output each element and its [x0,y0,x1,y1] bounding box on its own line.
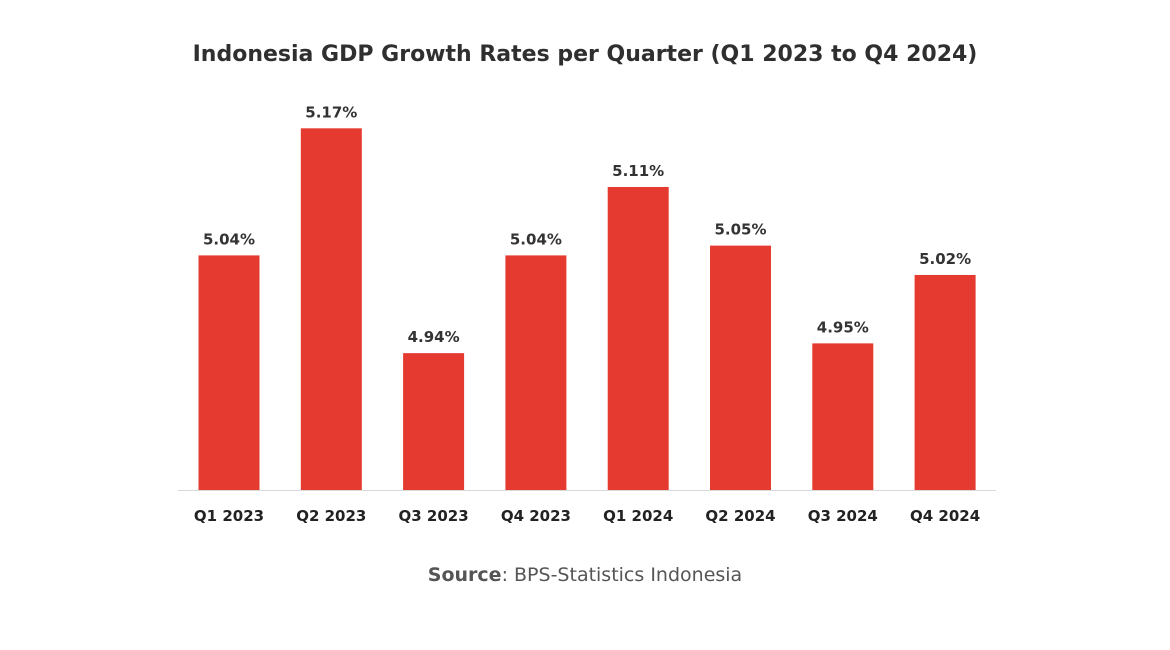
chart-title: Indonesia GDP Growth Rates per Quarter (… [192,42,978,67]
data-label: 4.94% [408,328,460,346]
data-label: 5.04% [203,230,255,248]
x-tick-label: Q2 2023 [296,507,366,525]
source-text: : BPS-Statistics Indonesia [501,564,743,586]
x-tick-label: Q1 2024 [603,507,673,525]
x-tick-label: Q3 2023 [399,507,469,525]
source-label: Source [427,564,502,586]
x-tick-label: Q2 2024 [705,507,775,525]
data-label: 5.17% [305,103,357,121]
data-label: 5.11% [612,162,664,180]
bar [710,245,771,490]
bar [914,274,976,490]
bar [300,128,362,490]
x-tick-label: Q1 2023 [194,507,264,525]
data-label: 5.05% [714,221,766,239]
x-tick-label: Q4 2024 [910,507,980,525]
x-tick-label: Q4 2023 [501,507,571,525]
bar [812,343,874,490]
data-label: 4.95% [817,318,869,336]
bar [607,186,669,490]
data-label: 5.02% [919,250,971,268]
x-tick-label: Q3 2024 [808,507,878,525]
source-note: Source: BPS-Statistics Indonesia [0,564,1170,586]
bar [403,353,465,490]
data-label: 5.04% [510,230,562,248]
bar [198,255,260,490]
bar [505,255,567,490]
